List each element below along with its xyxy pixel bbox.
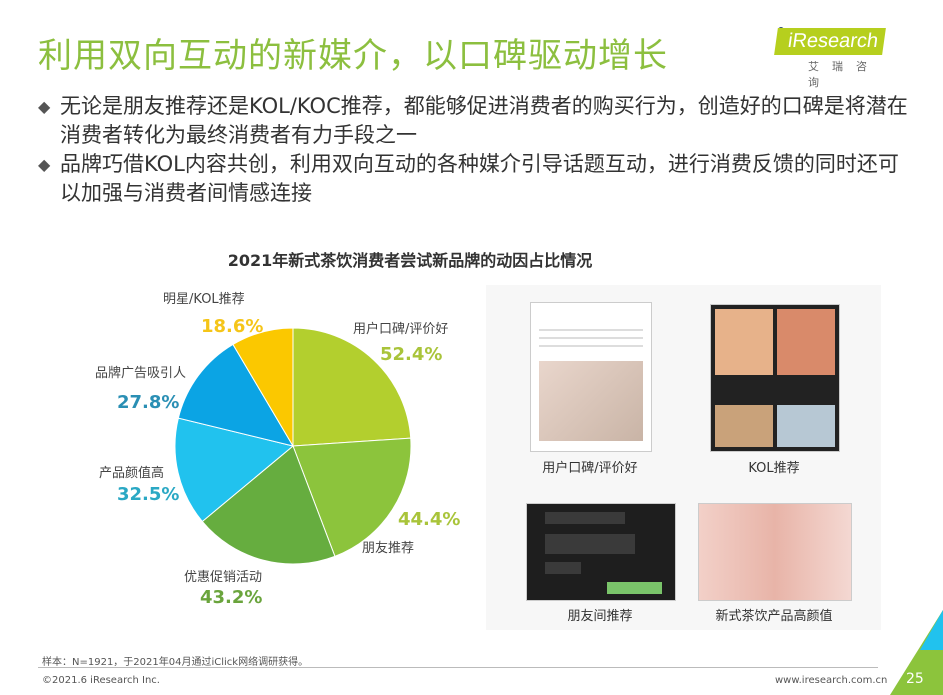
- category-label: 用户口碑/评价好: [353, 322, 449, 337]
- footer-divider: [38, 667, 878, 668]
- image-caption: 新式茶饮产品高颜值: [715, 609, 833, 624]
- iresearch-logo: iResearch 艾瑞咨询: [774, 27, 896, 90]
- image-caption: 朋友间推荐: [567, 609, 633, 624]
- corner-decoration: [890, 610, 943, 695]
- bullet-item: ◆ 品牌巧借KOL内容共创，利用双向互动的各种媒介引导话题互动，进行消费反馈的同时…: [38, 150, 908, 208]
- review-screenshot: [530, 302, 652, 452]
- chat-screenshot: [526, 503, 676, 601]
- sample-note: 样本：N=1921，于2021年04月通过iClick网络调研获得。: [42, 657, 309, 668]
- pie-slice-2: [292, 437, 412, 557]
- website-url[interactable]: www.iresearch.com.cn: [775, 675, 888, 686]
- example-images-panel: 用户口碑/评价好 KOL推荐 朋友间推荐 新式茶饮产品高颜值: [486, 285, 881, 630]
- category-label: 朋友推荐: [362, 541, 415, 556]
- diamond-bullet-icon: ◆: [38, 97, 51, 116]
- bullet-text: 无论是朋友推荐还是KOL/KOC推荐，都能够促进消费者的购买行为，创造好的口碑是…: [60, 94, 908, 147]
- value-label: 44.4%: [398, 509, 461, 530]
- page-number: 25: [906, 671, 924, 687]
- bullet-text: 品牌巧借KOL内容共创，利用双向互动的各种媒介引导话题互动，进行消费反馈的同时还…: [60, 152, 899, 205]
- value-label: 18.6%: [201, 316, 264, 337]
- value-label: 27.8%: [117, 392, 180, 413]
- image-caption: 用户口碑/评价好: [542, 461, 638, 476]
- pie-slice-3: [201, 445, 336, 565]
- value-label: 52.4%: [380, 344, 443, 365]
- value-label: 32.5%: [117, 484, 180, 505]
- bullet-item: ◆ 无论是朋友推荐还是KOL/KOC推荐，都能够促进消费者的购买行为，创造好的口碑…: [38, 92, 908, 150]
- category-label: 产品颜值高: [99, 466, 165, 481]
- bullet-list: ◆ 无论是朋友推荐还是KOL/KOC推荐，都能够促进消费者的购买行为，创造好的口碑…: [38, 92, 908, 208]
- logo-subtitle: 艾瑞咨询: [808, 60, 880, 89]
- category-label: 明星/KOL推荐: [163, 292, 245, 307]
- pie-slice-4: [174, 417, 295, 523]
- chart-title: 2021年新式茶饮消费者尝试新品牌的动因占比情况: [227, 251, 593, 270]
- diamond-bullet-icon: ◆: [38, 155, 51, 174]
- slide-title: 利用双向互动的新媒介，以口碑驱动增长: [38, 36, 668, 76]
- value-label: 43.2%: [200, 587, 263, 608]
- pie-slice-1: [292, 327, 412, 447]
- image-caption: KOL推荐: [748, 461, 800, 476]
- category-label: 品牌广告吸引人: [95, 366, 187, 381]
- category-label: 优惠促销活动: [184, 570, 263, 585]
- kol-screenshot: [710, 304, 840, 452]
- pie-slice-5: [177, 343, 295, 447]
- product-photo: [698, 503, 852, 601]
- pie-slice-6: [232, 327, 294, 448]
- copyright: ©2021.6 iResearch Inc.: [42, 675, 160, 686]
